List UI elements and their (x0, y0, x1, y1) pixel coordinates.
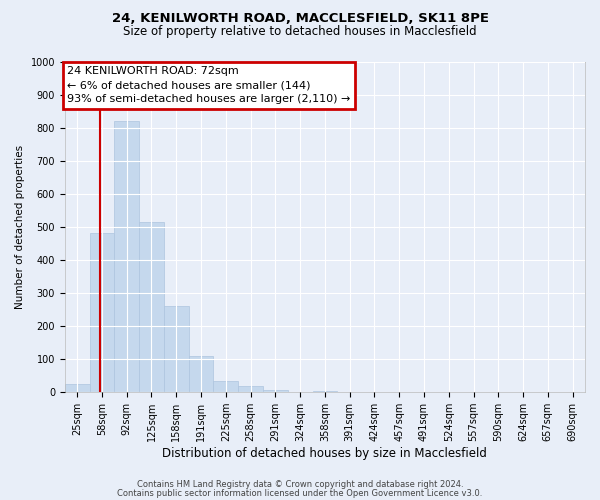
Text: Contains public sector information licensed under the Open Government Licence v3: Contains public sector information licen… (118, 488, 482, 498)
Y-axis label: Number of detached properties: Number of detached properties (15, 145, 25, 309)
Bar (89, 234, 115, 392)
Bar (313, 390, 337, 392)
Bar (263, 390, 288, 392)
Bar (214, 380, 238, 392)
Bar (164, 306, 188, 392)
Bar (139, 222, 164, 392)
Text: 24, KENILWORTH ROAD, MACCLESFIELD, SK11 8PE: 24, KENILWORTH ROAD, MACCLESFIELD, SK11 … (112, 12, 488, 26)
Bar (188, 356, 214, 392)
Bar (238, 386, 263, 392)
Bar (115, 121, 139, 392)
Bar (65, 384, 89, 392)
Text: 24 KENILWORTH ROAD: 72sqm
← 6% of detached houses are smaller (144)
93% of semi-: 24 KENILWORTH ROAD: 72sqm ← 6% of detach… (67, 66, 351, 104)
Text: Contains HM Land Registry data © Crown copyright and database right 2024.: Contains HM Land Registry data © Crown c… (137, 480, 463, 489)
Text: Size of property relative to detached houses in Macclesfield: Size of property relative to detached ho… (123, 25, 477, 38)
X-axis label: Distribution of detached houses by size in Macclesfield: Distribution of detached houses by size … (163, 447, 487, 460)
